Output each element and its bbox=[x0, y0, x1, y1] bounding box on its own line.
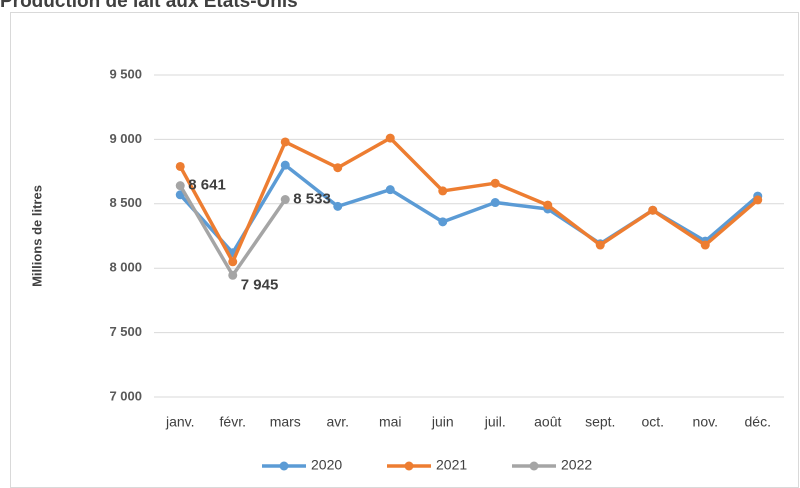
point bbox=[595, 240, 605, 250]
y-tick-label: 9 000 bbox=[109, 131, 142, 146]
x-tick-label: déc. bbox=[745, 414, 771, 430]
y-tick-label: 7 500 bbox=[109, 324, 142, 339]
legend-label: 2022 bbox=[561, 457, 592, 473]
x-tick-label: févr. bbox=[220, 414, 246, 430]
point bbox=[490, 198, 500, 208]
x-tick-label: mars bbox=[270, 414, 301, 430]
y-tick-label: 8 000 bbox=[109, 260, 142, 275]
legend-marker bbox=[404, 461, 414, 471]
legend-marker bbox=[529, 461, 539, 471]
point bbox=[175, 181, 185, 191]
point bbox=[490, 178, 500, 188]
x-tick-label: oct. bbox=[641, 414, 664, 430]
point bbox=[385, 133, 395, 143]
point bbox=[228, 257, 238, 267]
x-tick-label: août bbox=[534, 414, 561, 430]
x-tick-label: sept. bbox=[585, 414, 615, 430]
series-line bbox=[178, 136, 759, 264]
point bbox=[280, 160, 290, 170]
point bbox=[648, 205, 658, 215]
point bbox=[280, 137, 290, 147]
x-tick-label: mai bbox=[379, 414, 402, 430]
legend-marker bbox=[279, 461, 289, 471]
chart-border bbox=[10, 12, 799, 488]
legend-label: 2020 bbox=[311, 457, 342, 473]
data-label: 7 945 bbox=[241, 276, 279, 293]
point bbox=[280, 195, 290, 205]
y-axis-label: Millions de litres bbox=[29, 185, 44, 287]
x-tick-label: avr. bbox=[326, 414, 349, 430]
y-tick-label: 8 500 bbox=[109, 195, 142, 210]
point bbox=[753, 195, 763, 205]
x-tick-label: janv. bbox=[165, 414, 195, 430]
data-label: 8 641 bbox=[188, 177, 226, 194]
point bbox=[438, 186, 448, 196]
point bbox=[175, 161, 185, 171]
point bbox=[700, 240, 710, 250]
legend-label: 2021 bbox=[436, 457, 467, 473]
data-label: 8 533 bbox=[293, 191, 331, 208]
chart-title: Production de lait aux États-Unis bbox=[0, 0, 298, 12]
x-tick-label: juil. bbox=[484, 414, 506, 430]
x-tick-label: juin bbox=[431, 414, 454, 430]
point bbox=[543, 200, 553, 210]
point bbox=[333, 201, 343, 211]
point bbox=[228, 270, 238, 280]
point bbox=[385, 185, 395, 195]
y-tick-label: 9 500 bbox=[109, 66, 142, 81]
point bbox=[438, 217, 448, 227]
y-tick-label: 7 000 bbox=[109, 388, 142, 403]
point bbox=[333, 163, 343, 173]
x-tick-label: nov. bbox=[693, 414, 718, 430]
